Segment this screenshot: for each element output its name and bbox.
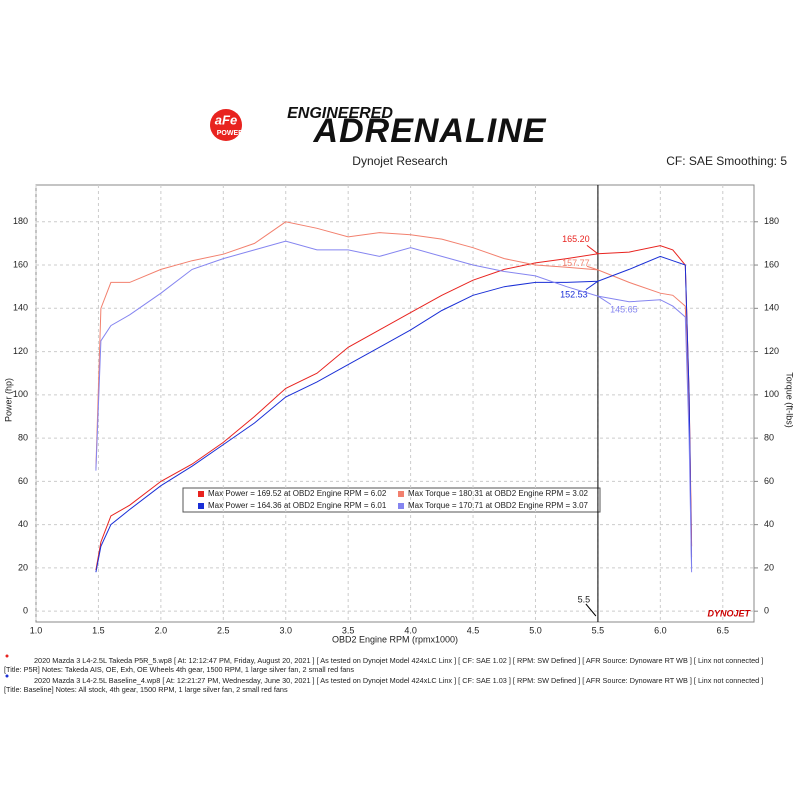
y-axis-title: Power (hp) — [3, 378, 13, 422]
x-tick-label: 6.0 — [654, 625, 667, 635]
cursor-arrow — [585, 603, 597, 617]
cursor-value: 165.20 — [562, 234, 590, 244]
series-line — [95, 255, 693, 573]
y-tick-label: 140 — [13, 303, 28, 313]
y2-tick-label: 100 — [764, 389, 779, 399]
x-tick-label: 4.5 — [467, 625, 480, 635]
brand-sub: POWER — [217, 130, 243, 137]
y-tick-label: 180 — [13, 216, 28, 226]
cursor-value: 152.53 — [560, 290, 588, 300]
watermark: DYNOJET — [707, 608, 751, 618]
cursor-label: 5.5 — [578, 594, 591, 604]
legend-label: Max Power = 164.36 at OBD2 Engine RPM = … — [208, 501, 387, 510]
legend-label: Max Power = 169.52 at OBD2 Engine RPM = … — [208, 489, 387, 498]
x-tick-label: 1.5 — [92, 625, 105, 635]
footer-dot — [5, 674, 9, 678]
x-tick-label: 6.5 — [717, 625, 730, 635]
x-tick-label: 2.0 — [155, 625, 168, 635]
y2-tick-label: 120 — [764, 346, 779, 356]
footer-line: 2020 Mazda 3 L4-2.5L Baseline_4.wp8 [ At… — [34, 676, 763, 685]
settings: CF: SAE Smoothing: 5 — [666, 154, 787, 168]
y-tick-label: 20 — [18, 562, 28, 572]
cursor-value: 145.65 — [610, 304, 638, 314]
tagline-top: ENGINEERED — [287, 105, 393, 122]
series-line — [95, 245, 693, 571]
legend-swatch — [198, 491, 204, 497]
cursor-pointer — [597, 295, 612, 305]
tagline: ADRENALINE — [313, 112, 547, 150]
y2-tick-label: 60 — [764, 476, 774, 486]
plot-frame — [35, 184, 755, 623]
legend-swatch — [398, 503, 404, 509]
y-tick-label: 100 — [13, 389, 28, 399]
x-axis-title: OBD2 Engine RPM (rpmx1000) — [332, 634, 458, 644]
legend-swatch — [198, 503, 204, 509]
legend-label: Max Torque = 170.71 at OBD2 Engine RPM =… — [408, 501, 589, 510]
y2-tick-label: 180 — [764, 216, 779, 226]
cursor-pointer — [585, 280, 599, 291]
y2-tick-label: 160 — [764, 259, 779, 269]
legend-label: Max Torque = 180.31 at OBD2 Engine RPM =… — [408, 489, 589, 498]
source: Dynojet Research — [352, 154, 447, 168]
footer-line: [Title: Baseline] Notes: All stock, 4th … — [4, 685, 288, 694]
series-line — [95, 221, 693, 558]
x-tick-label: 3.5 — [342, 625, 355, 635]
y-tick-label: 120 — [13, 346, 28, 356]
y-tick-label: 160 — [13, 259, 28, 269]
y2-axis-title: Torque (ft-lbs) — [785, 372, 795, 428]
cursor-pointer — [586, 265, 599, 271]
y2-tick-label: 40 — [764, 519, 774, 529]
cursor-pointer — [586, 244, 599, 255]
legend-swatch — [398, 491, 404, 497]
cursor-value: 157.77 — [562, 258, 590, 268]
y-tick-label: 0 — [23, 606, 28, 616]
x-tick-label: 1.0 — [30, 625, 43, 635]
logo-badge — [210, 109, 242, 141]
brand: aFe — [215, 112, 237, 127]
footer-dot — [5, 654, 9, 658]
footer-line: 2020 Mazda 3 L4-2.5L Takeda P5R_5.wp8 [ … — [34, 656, 763, 665]
x-tick-label: 5.5 — [592, 625, 605, 635]
legend-box — [182, 487, 601, 513]
x-tick-label: 3.0 — [279, 625, 292, 635]
y2-tick-label: 0 — [764, 606, 769, 616]
y-tick-label: 60 — [18, 476, 28, 486]
x-tick-label: 4.0 — [404, 625, 417, 635]
y-tick-label: 80 — [18, 432, 28, 442]
y2-tick-label: 80 — [764, 432, 774, 442]
x-tick-label: 5.0 — [529, 625, 542, 635]
x-tick-label: 2.5 — [217, 625, 230, 635]
y2-tick-label: 20 — [764, 562, 774, 572]
footer-line: [Title: P5R] Notes: Takeda AIS, OE, Exh,… — [4, 665, 354, 674]
y-tick-label: 40 — [18, 519, 28, 529]
series-line — [95, 240, 693, 573]
y2-tick-label: 140 — [764, 303, 779, 313]
